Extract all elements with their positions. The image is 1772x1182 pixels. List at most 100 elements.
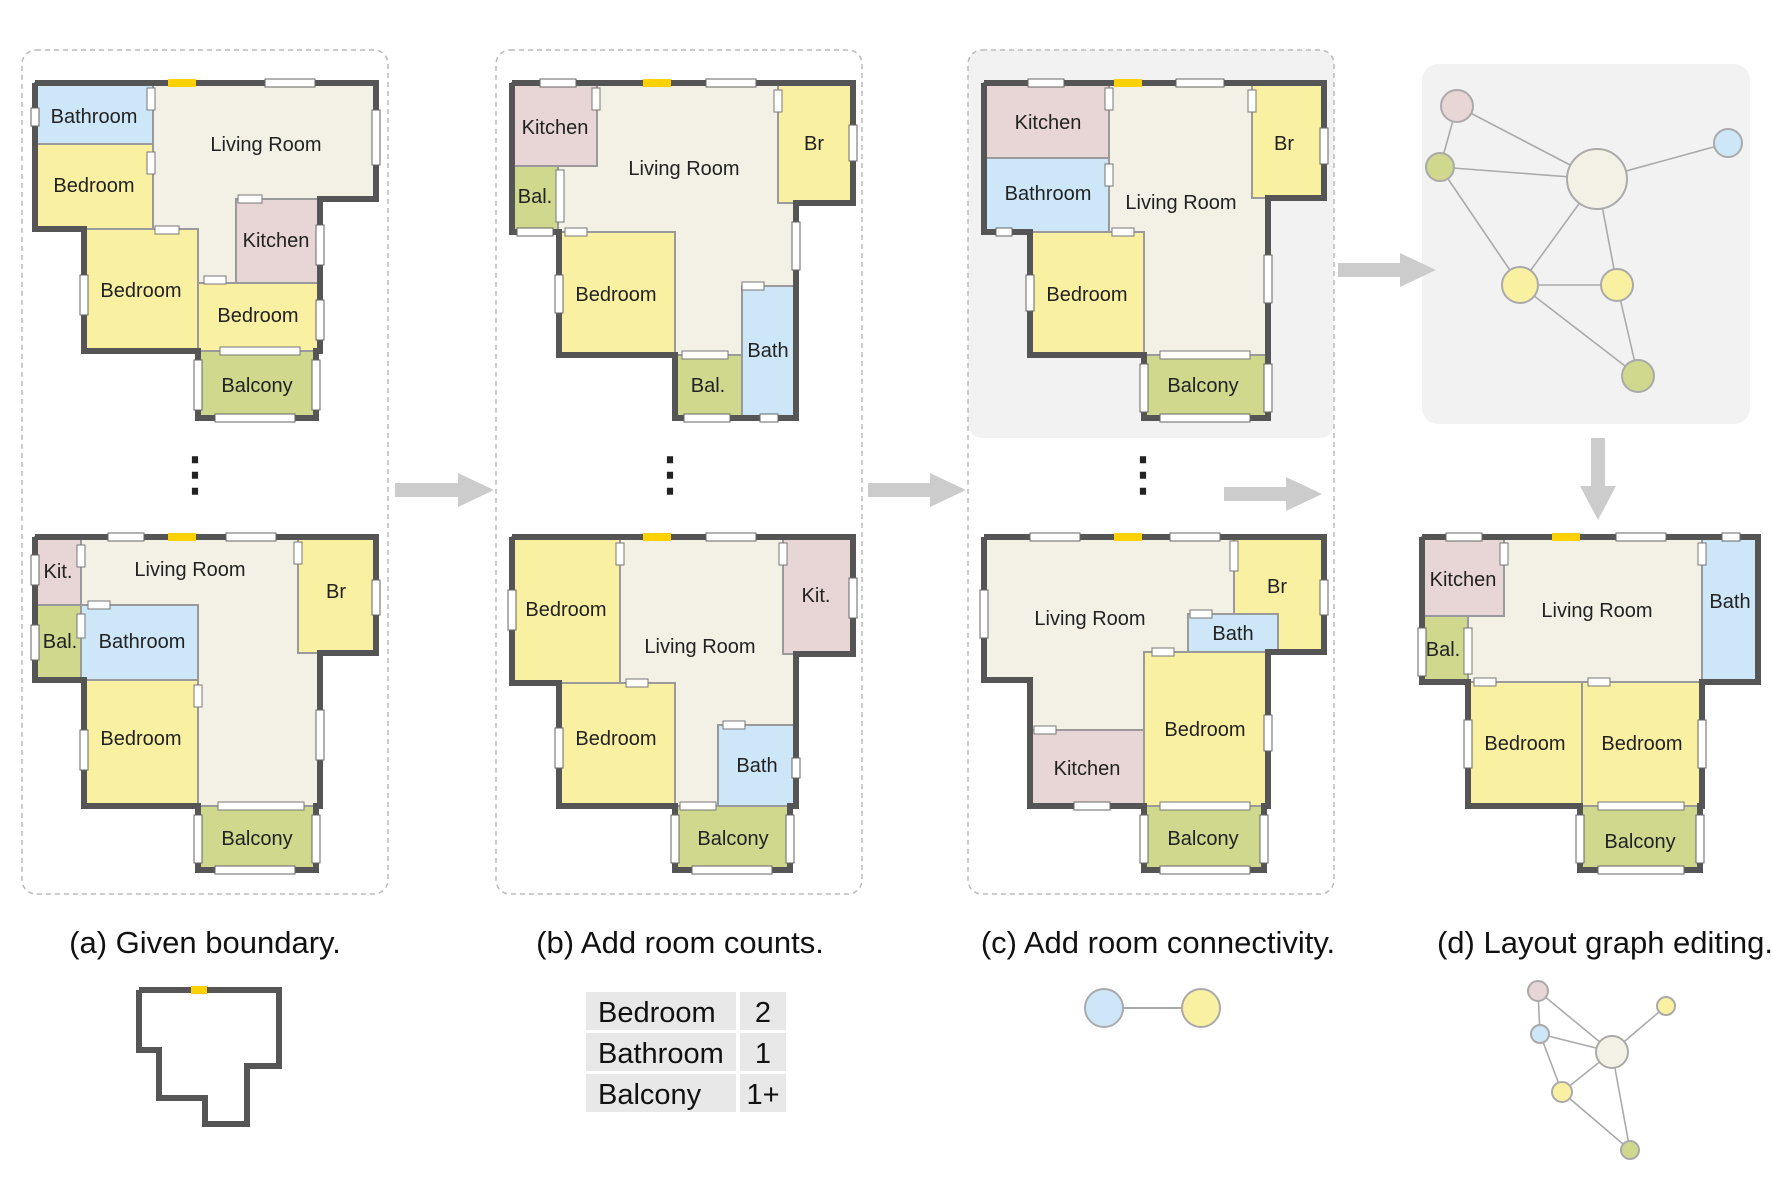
room-bathroom — [983, 157, 1110, 233]
room-balcony — [674, 805, 791, 871]
room-label: Balcony — [697, 828, 768, 850]
room-bedroom — [1581, 681, 1703, 807]
room-balcony — [34, 604, 82, 681]
room-label: Living Room — [210, 134, 321, 156]
windows — [516, 78, 858, 423]
node-bedroom — [1656, 996, 1676, 1016]
table-room: Balcony — [598, 1079, 702, 1111]
node-kitchen[interactable] — [1440, 89, 1474, 123]
room-label: Balcony — [1604, 831, 1675, 853]
room-label: Kit. — [44, 561, 73, 583]
room-balcony — [1143, 805, 1265, 871]
room-bedroom — [777, 82, 854, 204]
node-kitchen — [1527, 980, 1549, 1002]
room-label: Bath — [1709, 591, 1750, 613]
room-label: Br — [1274, 133, 1294, 155]
node-balcony[interactable] — [1621, 359, 1655, 393]
room-label: Bedroom — [1164, 719, 1245, 741]
layout-graph-small — [1527, 980, 1676, 1160]
room-label: Bedroom — [217, 305, 298, 327]
room-label: Bal. — [518, 186, 552, 208]
room-label: Bedroom — [575, 284, 656, 306]
room-counts-table: Bedroom 2 Bathroom 1 Balcony 1+ — [586, 992, 786, 1112]
wall — [32, 534, 379, 873]
node-balcony — [1620, 1140, 1640, 1160]
wall — [981, 534, 1327, 873]
front-door — [1114, 533, 1142, 541]
caption-a: (a) Given boundary. — [69, 925, 341, 960]
room-label: Bathroom — [51, 106, 138, 128]
plan-a-bottom: Kit. Living Room Br Bal. Bathroom Bedroo… — [30, 532, 381, 875]
windows — [995, 78, 1329, 423]
room-label: Br — [326, 581, 346, 603]
room-label: Bath — [1212, 623, 1253, 645]
doors — [1033, 540, 1251, 811]
room-bathroom — [717, 724, 797, 807]
room-label: Balcony — [1167, 375, 1238, 397]
ellipsis-c: ⋮ — [1120, 448, 1166, 500]
room-bedroom — [197, 282, 321, 352]
room-balcony — [197, 805, 317, 871]
node-bedroom — [1551, 1081, 1573, 1103]
arrow-a-to-b — [395, 473, 494, 507]
node-living — [1595, 1035, 1629, 1069]
front-door — [1114, 79, 1142, 87]
room-label: Kitchen — [522, 117, 589, 139]
front-door — [191, 986, 207, 994]
room-bedroom — [297, 536, 377, 654]
windows — [30, 532, 381, 875]
table-count: 2 — [755, 997, 771, 1029]
node-balcony[interactable] — [1425, 152, 1455, 182]
node-bathroom[interactable] — [1713, 128, 1743, 158]
node-bathroom — [1530, 1024, 1550, 1044]
table-count: 1+ — [746, 1079, 779, 1111]
room-label: Bedroom — [100, 728, 181, 750]
windows — [979, 532, 1329, 875]
windows — [30, 78, 381, 423]
room-label: Balcony — [221, 375, 292, 397]
room-label: Balcony — [221, 828, 292, 850]
wall — [1419, 534, 1761, 873]
panel-a-frame — [21, 49, 389, 895]
caption-b: (b) Add room counts. — [536, 925, 824, 960]
doors — [555, 87, 783, 360]
ellipsis-a: ⋮ — [172, 448, 218, 500]
plan-d-result: Kitchen Living Room Bath Bal. Bedroom Be… — [1417, 532, 1761, 875]
node-bedroom — [1181, 988, 1221, 1028]
room-label: Bedroom — [525, 599, 606, 621]
front-door — [1552, 533, 1580, 541]
arrow-graph-to-result — [1580, 438, 1616, 520]
room-label: Bedroom — [53, 175, 134, 197]
node-bedroom[interactable] — [1600, 268, 1634, 302]
table-room: Bathroom — [598, 1038, 724, 1070]
room-label: Bedroom — [100, 280, 181, 302]
room-bedroom — [511, 536, 621, 684]
room-label: Living Room — [1034, 608, 1145, 630]
node-living[interactable] — [1566, 148, 1628, 210]
room-bedroom — [1143, 651, 1269, 807]
arrow-b-to-c — [868, 473, 966, 507]
room-label: Bedroom — [1046, 284, 1127, 306]
plan-b-top: Kitchen Living Room Br Bal. Bedroom Bal.… — [509, 78, 858, 423]
room-label: Balcony — [1167, 828, 1238, 850]
room-label: Bedroom — [575, 728, 656, 750]
room-label: Kitchen — [1015, 112, 1082, 134]
room-label: Bath — [747, 340, 788, 362]
plan-a-top: Bathroom Living Room Bedroom Kitchen Bed… — [30, 78, 381, 423]
node-bedroom[interactable] — [1501, 266, 1539, 304]
room-bedroom — [83, 679, 199, 807]
ellipsis-b: ⋮ — [647, 448, 693, 500]
room-bathroom — [1701, 536, 1759, 683]
panel-b-frame — [495, 49, 863, 895]
windows — [1417, 532, 1741, 875]
arrow-c-to-graph — [1338, 253, 1436, 287]
room-balcony — [674, 354, 743, 419]
table-room: Bedroom — [598, 997, 716, 1029]
caption-c: (c) Add room connectivity. — [981, 925, 1335, 960]
room-label: Kitchen — [1054, 758, 1121, 780]
room-label: Bal. — [43, 631, 77, 653]
room-label: Living Room — [628, 158, 739, 180]
doors — [1104, 87, 1257, 360]
front-door — [643, 533, 671, 541]
room-balcony — [197, 350, 317, 419]
